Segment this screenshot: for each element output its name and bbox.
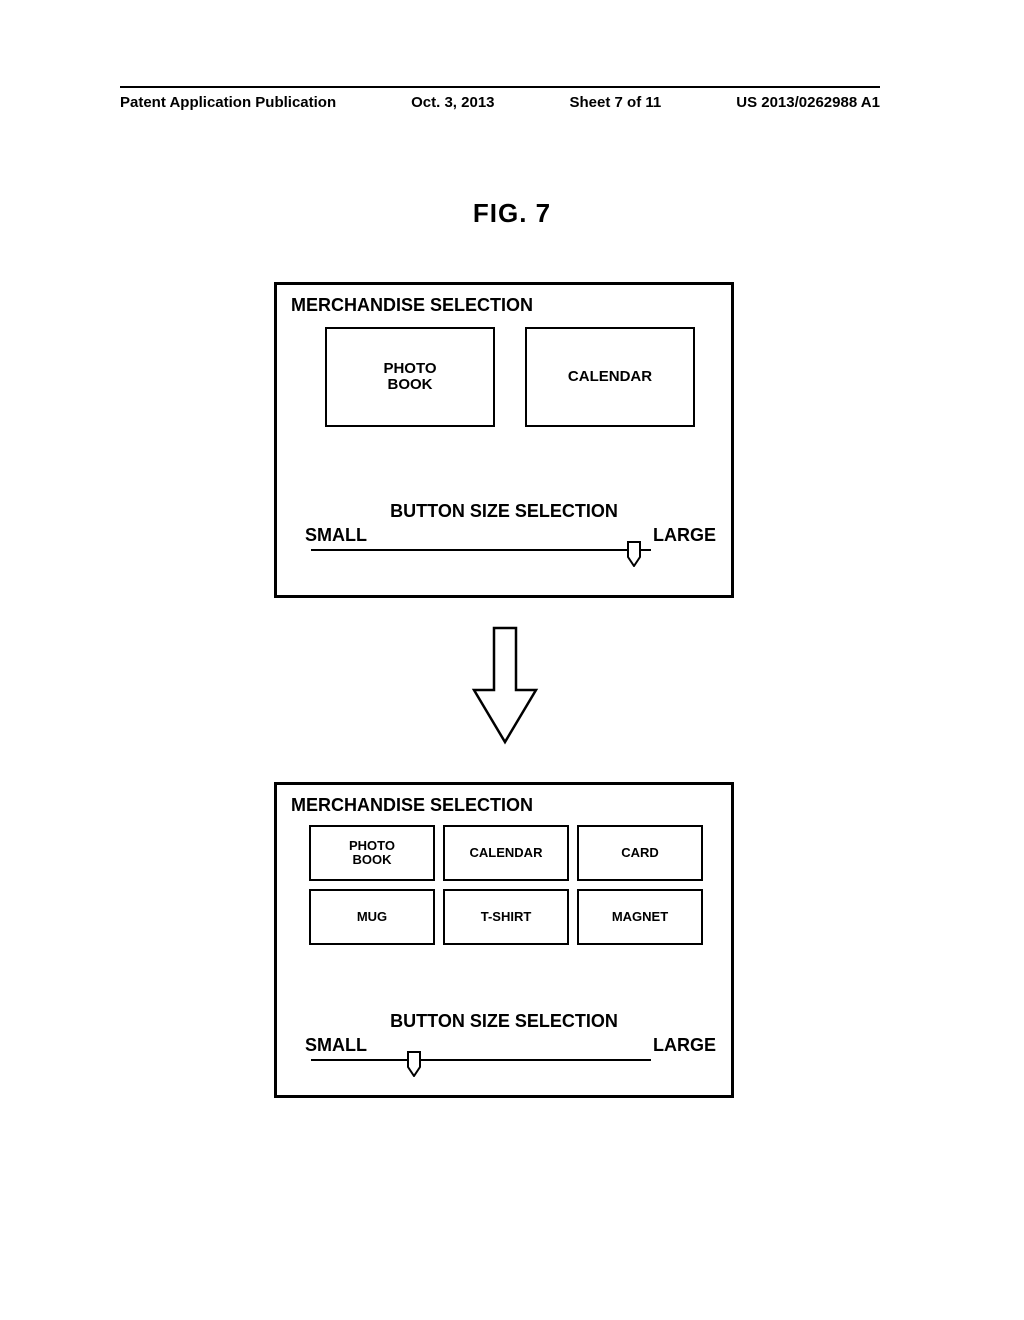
option-photo-book[interactable]: PHOTOBOOK: [325, 327, 495, 427]
option-tshirt[interactable]: T-SHIRT: [443, 889, 569, 945]
merchandise-panel-large: MERCHANDISE SELECTION PHOTOBOOK CALENDAR…: [274, 282, 734, 598]
option-label: CALENDAR: [470, 846, 543, 860]
option-photo-book[interactable]: PHOTOBOOK: [309, 825, 435, 881]
slider-label-large: LARGE: [653, 1035, 716, 1056]
panel-title: MERCHANDISE SELECTION: [291, 795, 533, 816]
header-rule: [120, 86, 880, 88]
option-label: PHOTOBOOK: [349, 839, 395, 866]
option-label: PHOTOBOOK: [383, 361, 436, 393]
pub-date: Oct. 3, 2013: [411, 94, 494, 111]
slider-handle-icon: [627, 541, 641, 567]
slider-handle[interactable]: [407, 1051, 421, 1077]
figure-title: FIG. 7: [0, 198, 1024, 229]
down-arrow-icon: [470, 626, 540, 746]
option-label: MUG: [357, 910, 387, 924]
option-card[interactable]: CARD: [577, 825, 703, 881]
merchandise-panel-small: MERCHANDISE SELECTION PHOTOBOOK CALENDAR…: [274, 782, 734, 1098]
option-magnet[interactable]: MAGNET: [577, 889, 703, 945]
slider-title: BUTTON SIZE SELECTION: [277, 1011, 731, 1032]
option-calendar[interactable]: CALENDAR: [525, 327, 695, 427]
option-label: T-SHIRT: [481, 910, 532, 924]
slider-handle-icon: [407, 1051, 421, 1077]
option-label: CARD: [621, 846, 659, 860]
panel-title: MERCHANDISE SELECTION: [291, 295, 533, 316]
sheet-number: Sheet 7 of 11: [570, 94, 662, 111]
slider-track[interactable]: [311, 549, 651, 551]
slider-title: BUTTON SIZE SELECTION: [277, 501, 731, 522]
slider-label-large: LARGE: [653, 525, 716, 546]
pub-number: US 2013/0262988 A1: [736, 94, 880, 111]
slider-label-small: SMALL: [305, 1035, 367, 1056]
option-label: MAGNET: [612, 910, 668, 924]
header-row: Patent Application Publication Oct. 3, 2…: [120, 94, 880, 111]
slider-track[interactable]: [311, 1059, 651, 1061]
pub-label: Patent Application Publication: [120, 94, 336, 111]
slider-label-small: SMALL: [305, 525, 367, 546]
option-calendar[interactable]: CALENDAR: [443, 825, 569, 881]
option-mug[interactable]: MUG: [309, 889, 435, 945]
slider-handle[interactable]: [627, 541, 641, 567]
option-label: CALENDAR: [568, 369, 652, 385]
